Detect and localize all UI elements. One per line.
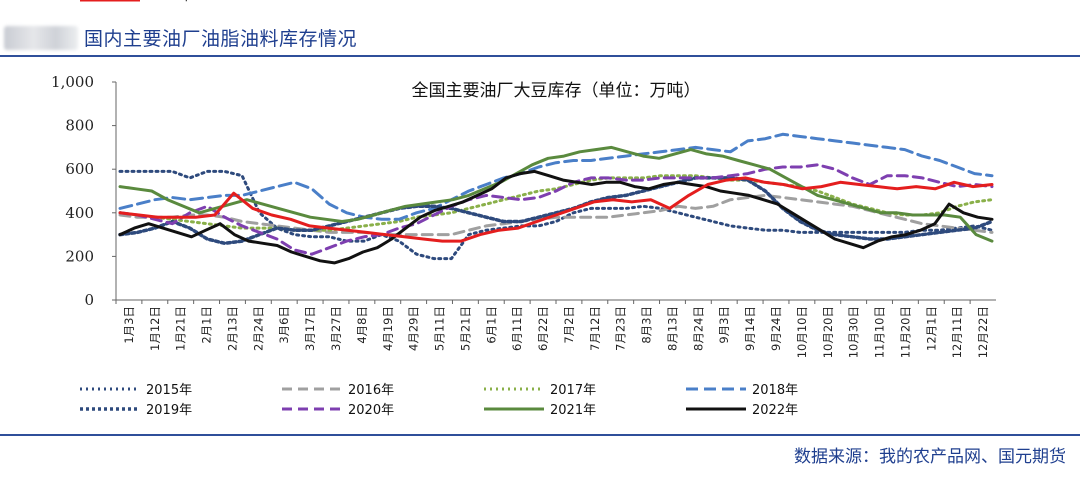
x-tick-label: 5月21日 [458, 306, 472, 351]
x-tick-label: 7月12日 [588, 306, 602, 351]
legend-label: 2015年 [146, 383, 192, 398]
header-rule [0, 55, 1080, 57]
series-line-2022年 [118, 169, 994, 265]
x-tick-label: 4月29日 [407, 306, 421, 351]
chart-title: 全国主要油厂大豆库存（单位：万吨） [412, 81, 701, 101]
legend-label: 2018年 [752, 383, 798, 398]
legend-label: 2016年 [348, 383, 394, 398]
x-tick-label: 8月13日 [665, 306, 679, 351]
x-tick-label: 12月22日 [976, 306, 990, 358]
x-tick-label: 3月27日 [329, 306, 343, 351]
x-tick-label: 12月1日 [924, 306, 938, 351]
x-tick-label: 4月8日 [355, 306, 369, 344]
y-tick-label: 400 [65, 204, 94, 222]
x-tick-label: 2月24日 [251, 306, 265, 351]
legend-label: 2021年 [550, 403, 596, 418]
x-tick-label: 10月30日 [847, 306, 861, 358]
x-tick-label: 2月1日 [200, 306, 214, 344]
x-tick-label: 8月24日 [691, 306, 705, 351]
series-line-2018年 [118, 132, 994, 221]
legend-label: 2022年 [752, 403, 798, 418]
x-tick-label: 1月21日 [174, 306, 188, 351]
series-line-2017年 [118, 174, 994, 232]
legend-label: 2020年 [348, 403, 394, 418]
x-tick-label: 9月3日 [717, 306, 731, 344]
x-tick-label: 10月20日 [821, 306, 835, 358]
x-tick-label: 10月10日 [795, 306, 809, 358]
series-line-2021年 [118, 145, 994, 243]
x-tick-label: 11月20日 [898, 306, 912, 358]
y-tick-label: 800 [65, 117, 94, 135]
x-tick-label: 11月10日 [873, 306, 887, 358]
y-tick-label: 200 [65, 247, 94, 265]
source-note: 数据来源：我的农产品网、国元期货 [794, 447, 1066, 467]
series-line-2023年 [118, 176, 994, 243]
header: 国内主要油厂油脂油料库存情况 [0, 0, 1080, 56]
x-tick-label: 7月23日 [614, 306, 628, 351]
x-tick-label: 3月6日 [277, 306, 291, 344]
x-tick-label: 5月11日 [433, 306, 447, 351]
x-tick-label: 3月17日 [303, 306, 317, 351]
series-line-2015年 [118, 169, 994, 261]
series-line-2020年 [118, 163, 994, 256]
series-line-2016年 [118, 193, 994, 237]
x-tick-label: 12月11日 [950, 306, 964, 358]
x-tick-label: 6月22日 [536, 306, 550, 351]
x-tick-label: 8月3日 [640, 306, 654, 344]
x-tick-label: 6月1日 [484, 306, 498, 344]
legend-label: 2017年 [550, 383, 596, 398]
x-tick-label: 6月11日 [510, 306, 524, 351]
page-title: 国内主要油厂油脂油料库存情况 [84, 28, 358, 50]
x-tick-label: 1月12日 [148, 306, 162, 351]
x-tick-label: 4月19日 [381, 306, 395, 351]
legend-label: 2023年 [146, 0, 192, 4]
y-tick-label: 1,000 [51, 73, 94, 91]
x-tick-label: 2月13日 [225, 306, 239, 351]
series-line-2019年 [118, 176, 994, 246]
x-tick-label: 7月2日 [562, 306, 576, 344]
y-tick-label: 600 [65, 160, 94, 178]
line-chart: 全国主要油厂大豆库存（单位：万吨） 0 200 400 600 800 1,000 1月3日 1… [51, 0, 996, 418]
x-tick-label: 1月3日 [122, 306, 136, 344]
footer-rule [0, 434, 1080, 436]
x-tick-label: 9月24日 [769, 306, 783, 351]
x-tick-label: 9月14日 [743, 306, 757, 351]
y-tick-label: 0 [84, 291, 94, 309]
legend-label: 2019年 [146, 403, 192, 418]
blurred-label [4, 26, 78, 50]
